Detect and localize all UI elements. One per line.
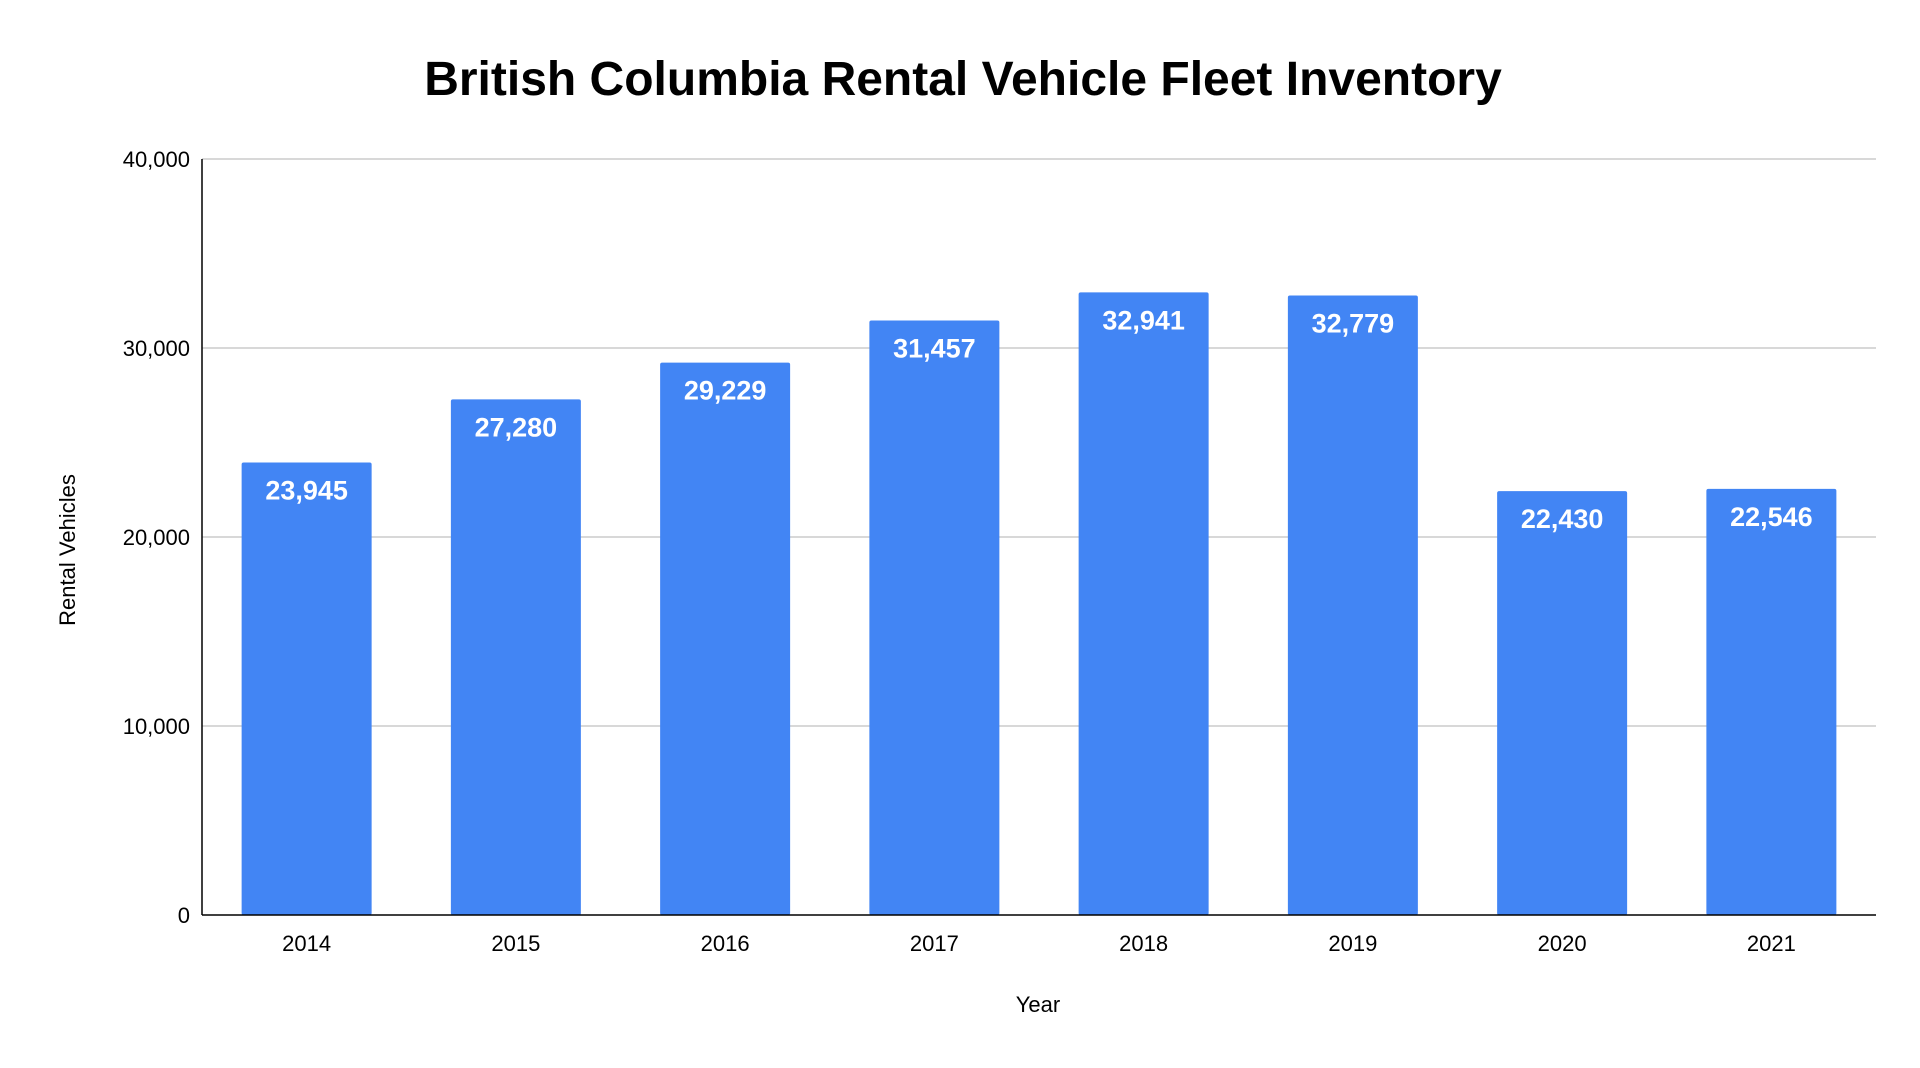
data-labels: 23,945 27,280 29,229 31,457 32,941 32,779 22,4… [265,305,1812,534]
bar-2018 [1078,292,1209,915]
bars [241,292,1837,916]
x-tick-label: 2021 [1747,931,1796,956]
x-tick-label: 2020 [1538,931,1587,956]
bar-2016 [660,362,791,915]
y-axis-label: Rental Vehicles [55,474,80,626]
bar-2019 [1287,295,1418,915]
axes [201,159,1876,916]
chart-title: British Columbia Rental Vehicle Fleet In… [424,53,1502,106]
x-tick-label: 2018 [1119,931,1168,956]
bar-2015 [450,399,581,916]
x-axis-label: Year [1016,992,1060,1017]
data-label: 32,941 [1102,305,1185,335]
y-tick-label: 0 [178,903,190,928]
data-label: 32,779 [1312,308,1395,338]
y-tick-label: 30,000 [123,336,190,361]
x-tick-label: 2015 [491,931,540,956]
y-tick-label: 40,000 [123,147,190,172]
bar-2021 [1706,488,1837,915]
data-label: 23,945 [265,475,348,505]
y-tick-label: 10,000 [123,714,190,739]
x-tick-label: 2017 [910,931,959,956]
data-label: 27,280 [475,412,558,442]
y-tick-label: 20,000 [123,525,190,550]
x-tick-label: 2019 [1328,931,1377,956]
bar-2014 [241,462,372,915]
data-label: 31,457 [893,333,976,363]
x-tick-label: 2016 [701,931,750,956]
data-label: 22,430 [1521,504,1604,534]
data-label: 29,229 [684,376,767,406]
bar-2020 [1497,491,1628,915]
data-label: 22,546 [1730,502,1813,532]
x-tick-label: 2014 [282,931,331,956]
bar-2017 [869,320,1000,915]
x-tick-labels: 2014 2015 2016 2017 2018 2019 2020 2021 [282,931,1796,956]
y-tick-labels: 0 10,000 20,000 30,000 40,000 [123,147,190,928]
